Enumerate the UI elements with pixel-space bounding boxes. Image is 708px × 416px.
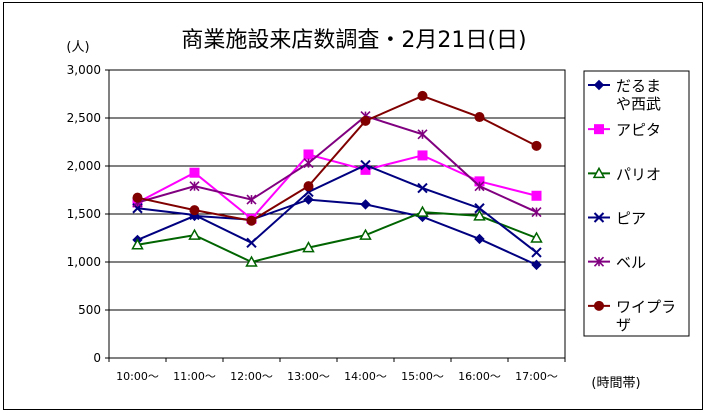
y-tick-label: 1,500 [67,207,101,221]
y-tick-label: 0 [93,351,101,365]
data-point [531,207,542,218]
data-point [189,181,200,192]
data-point [531,190,542,201]
legend-entry: ベル [588,254,646,272]
axes [105,69,566,362]
data-point [474,112,485,123]
data-point [593,212,605,223]
legend-entry: アピタ [588,121,661,139]
data-point [131,238,144,250]
data-point [188,228,201,240]
legend-entry: だるまや西武 [588,77,661,113]
data-point [594,300,604,311]
data-point [417,150,428,161]
series-line [137,198,537,266]
x-tick-label: 14:00～ [344,370,387,383]
data-point [246,194,257,205]
data-point [189,205,200,216]
data-point [303,194,314,205]
legend-label-line: ベル [616,254,646,272]
y-tick-label: 2,000 [67,159,101,173]
series-line [137,163,538,254]
y-tick-label: 500 [78,303,101,317]
data-point [531,140,542,151]
y-tick-label: 3,000 [67,63,101,77]
legend-box [583,70,690,337]
x-tick-label: 17:00～ [515,370,558,383]
data-point [531,259,542,271]
data-point [360,159,371,171]
data-point [474,233,485,245]
data-point [594,124,604,135]
series-triangle [131,205,543,267]
legend-label: ベル [616,254,646,272]
data-point [593,79,605,91]
x-tick-label: 12:00～ [230,370,273,383]
x-tick-label: 10:00～ [116,370,159,383]
legend-label: だるまや西武 [616,77,661,113]
series-asterisk [132,111,542,218]
data-point [359,228,372,240]
legend-label-line: パリオ [616,165,661,183]
data-point [303,181,314,192]
data-point [302,241,315,253]
legend-entry: パリオ [588,165,661,183]
data-point [360,115,371,126]
data-point [303,149,314,160]
data-point [416,205,429,217]
y-tick-label: 1,000 [67,255,101,269]
legend-label-line: ワイプラ [616,298,676,316]
series-line [137,94,537,222]
x-tick-label: 15:00～ [401,370,444,383]
data-point [245,255,258,267]
y-tick-label: 2,500 [67,111,101,125]
y-tick-labels: 0 500 1,000 1,500 2,000 2,500 3,000 [67,63,101,365]
x-tick-label: 16:00～ [458,370,501,383]
x-tick-label: 13:00～ [287,370,330,383]
data-point [246,237,257,249]
legend-label-line: ザ [616,316,631,334]
data-point [473,209,486,221]
x-axis-label: (時間帯) [591,376,640,391]
series-line [137,211,537,264]
gridlines [109,69,565,311]
chart-frame: 商業施設来店数調査・2月21日(日) (人) (時間帯) 0 500 1,000 1,… [3,2,703,410]
data-point [474,203,485,214]
legend-label: ワイプラザ [616,298,676,334]
data-point [592,166,606,179]
data-point [417,90,428,101]
series-layer [131,90,543,271]
data-point [531,247,542,258]
legend-entry: ワイプラザ [588,298,676,334]
chart-title: 商業施設来店数調査・2月21日(日) [181,28,526,53]
x-tick-labels: 10:00～ 11:00～ 12:00～ 13:00～ 14:00～ 15:00～ 16:0… [116,370,558,383]
legend-label: アピタ [616,121,661,139]
legend-label-line: だるま [616,77,661,95]
legend-label-line: アピタ [616,121,661,139]
series-circle [132,90,542,226]
data-point [593,256,605,267]
data-point [417,182,428,194]
legend-label: ピア [616,210,646,228]
y-axis-label: (人) [66,40,89,55]
legend-label-line: や西武 [616,95,661,113]
x-tick-label: 11:00～ [173,370,216,383]
data-point [132,192,143,203]
legend-entry: ピア [588,210,646,228]
data-point [360,199,371,210]
data-point [474,181,485,192]
data-point [417,129,428,140]
series-line [137,114,537,213]
line-chart: 商業施設来店数調査・2月21日(日) (人) (時間帯) 0 500 1,000 1,… [66,28,690,391]
data-point [530,231,543,243]
data-point [189,167,200,178]
legend-label: パリオ [616,165,661,183]
data-point [303,158,314,169]
data-point [246,215,257,226]
legend-label-line: ピア [616,210,646,228]
